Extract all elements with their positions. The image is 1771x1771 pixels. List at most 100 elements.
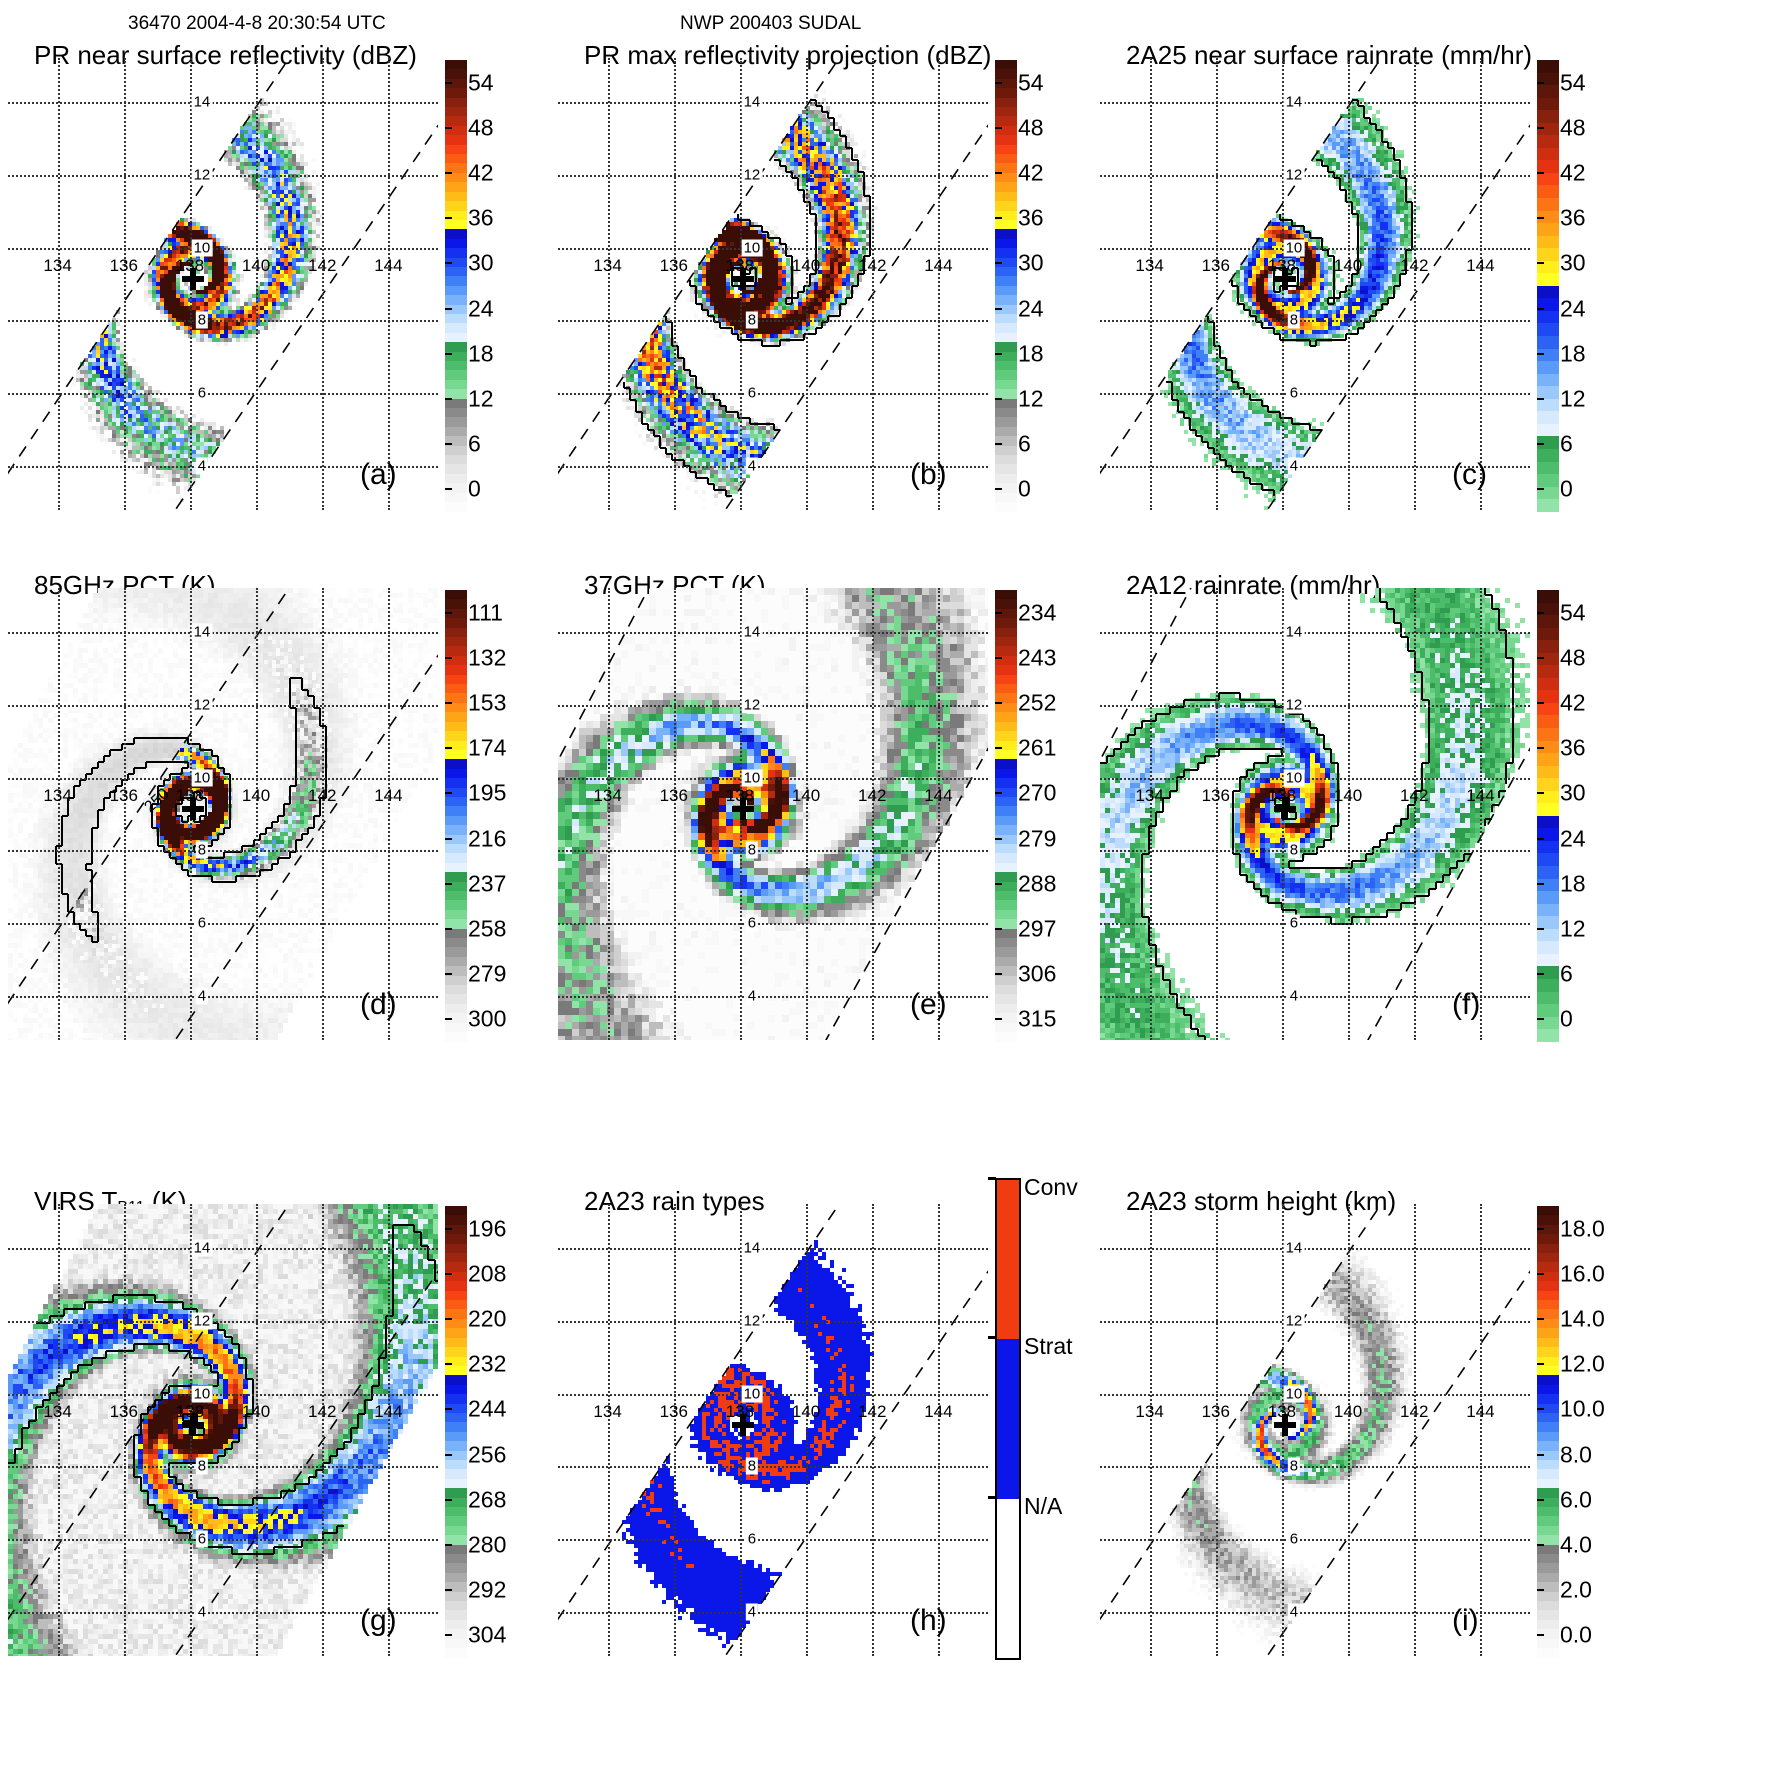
latitude-gridline	[8, 850, 438, 853]
panel-title-a: PR near surface reflectivity (dBZ)	[34, 40, 417, 71]
rain-type-legend-bar	[995, 1178, 1021, 1660]
longitude-tick-label: 138	[726, 1402, 754, 1422]
latitude-gridline	[1100, 320, 1530, 323]
panel-title-f: 2A12 rainrate (mm/hr)	[1126, 570, 1380, 601]
latitude-gridline	[1100, 631, 1530, 634]
colorbar-tick	[1537, 398, 1544, 400]
longitude-tick-label: 138	[726, 786, 754, 806]
latitude-tick-label: 8	[195, 841, 209, 859]
longitude-tick-label: 136	[660, 786, 688, 806]
longitude-tick-label: 142	[308, 1402, 336, 1422]
colorbar-tick	[995, 443, 1002, 446]
latitude-gridline	[558, 1539, 988, 1542]
longitude-gridline	[1149, 58, 1152, 510]
colorbar-a	[445, 60, 467, 512]
latitude-gridline	[558, 320, 988, 323]
latitude-tick-label: 4	[1287, 987, 1301, 1005]
colorbar-tick-label: 48	[1560, 114, 1586, 141]
colorbar-tick	[445, 126, 452, 129]
storm-center-marker	[182, 1413, 205, 1436]
latitude-gridline	[558, 174, 988, 177]
latitude-gridline	[8, 320, 438, 323]
longitude-gridline	[1414, 588, 1417, 1040]
longitude-gridline	[1414, 58, 1417, 510]
map-area-e: 4 6 8 10 12 14 134 136 138 140 142 144	[558, 588, 988, 1040]
latitude-tick-label: 6	[195, 384, 209, 402]
colorbar-tick	[445, 1363, 452, 1366]
colorbar-tick-label: 232	[468, 1351, 506, 1378]
colorbar-tick-label: 6	[1560, 961, 1573, 988]
colorbar-tick	[445, 217, 452, 220]
latitude-tick-label: 8	[745, 1457, 759, 1475]
colorbar-tick-label: 237	[468, 870, 506, 897]
colorbar-tick	[445, 1272, 452, 1275]
colorbar-tick	[1537, 656, 1544, 659]
panel-tag-e: (e)	[910, 988, 947, 1022]
longitude-tick-label: 140	[242, 1402, 270, 1422]
colorbar-tick	[1537, 488, 1544, 491]
longitude-gridline	[806, 588, 809, 1040]
map-area-f: 4 6 8 10 12 14 134 136 138 140 142 144	[1100, 588, 1530, 1040]
longitude-gridline	[256, 588, 259, 1040]
colorbar-tick-label: 24	[1560, 295, 1586, 322]
colorbar-tick	[995, 702, 1002, 704]
latitude-tick-label: 10	[741, 1385, 763, 1403]
swath-imagery-f	[1100, 588, 1530, 1040]
latitude-gridline	[1100, 1247, 1530, 1250]
latitude-tick-label: 10	[191, 1385, 213, 1403]
panel-tag-c: (c)	[1452, 458, 1487, 492]
colorbar-tick	[1537, 611, 1544, 614]
colorbar-tick-label: 48	[1560, 644, 1586, 671]
colorbar-tick-label: 261	[1018, 735, 1056, 762]
longitude-tick-label: 134	[43, 256, 71, 276]
latitude-gridline	[8, 466, 438, 469]
latitude-gridline	[1100, 174, 1530, 177]
latitude-gridline	[8, 777, 438, 780]
rain-type-legend-label: Strat	[1024, 1333, 1073, 1360]
colorbar-tick-label: 12	[1560, 386, 1586, 413]
colorbar-tick-label: 10.0	[1560, 1396, 1605, 1423]
panel-tag-b: (b)	[910, 458, 947, 492]
colorbar-tick	[1537, 1318, 1544, 1320]
storm-center-marker	[732, 797, 755, 820]
panel-tag-i: (i)	[1452, 1604, 1479, 1638]
colorbar-g	[445, 1206, 467, 1658]
latitude-gridline	[558, 923, 988, 926]
map-area-g: 4 6 8 10 12 14 134 136 138 140 142 144	[8, 1204, 438, 1656]
storm-center-marker	[182, 267, 205, 290]
colorbar-tick	[1537, 837, 1544, 840]
colorbar-tick-label: 18	[1560, 340, 1586, 367]
longitude-tick-label: 138	[1268, 786, 1296, 806]
colorbar-tick	[445, 1227, 452, 1230]
colorbar-tick-label: 244	[468, 1396, 506, 1423]
latitude-gridline	[558, 777, 988, 780]
colorbar-tick	[445, 1018, 452, 1021]
latitude-tick-label: 4	[1287, 457, 1301, 475]
latitude-gridline	[8, 631, 438, 634]
colorbar-tick	[445, 656, 452, 659]
colorbar-tick-label: 30	[468, 250, 494, 277]
longitude-tick-label: 136	[660, 256, 688, 276]
latitude-tick-label: 12	[1283, 1312, 1305, 1330]
latitude-tick-label: 12	[191, 166, 213, 184]
colorbar-tick-label: 220	[468, 1306, 506, 1333]
latitude-gridline	[1100, 1466, 1530, 1469]
latitude-tick-label: 14	[191, 623, 213, 641]
colorbar-tick	[995, 928, 1002, 930]
longitude-gridline	[872, 1204, 875, 1656]
colorbar-tick-label: 54	[468, 69, 494, 96]
colorbar-tick-label: 280	[468, 1532, 506, 1559]
rain-type-legend-label: N/A	[1024, 1493, 1062, 1520]
longitude-tick-label: 136	[110, 256, 138, 276]
colorbar-tick	[445, 262, 452, 265]
map-area-b: 4 6 8 10 12 14 134 136 138 140 142 144	[558, 58, 988, 510]
colorbar-tick	[995, 656, 1002, 659]
latitude-gridline	[8, 1539, 438, 1542]
longitude-gridline	[1215, 58, 1218, 510]
figure-suptitle-left: 36470 2004-4-8 20:30:54 UTC	[128, 13, 386, 35]
colorbar-tick-label: 195	[468, 780, 506, 807]
map-area-i: 4 6 8 10 12 14 134 136 138 140 142 144	[1100, 1204, 1530, 1656]
latitude-gridline	[558, 1466, 988, 1469]
latitude-gridline	[8, 1612, 438, 1615]
latitude-tick-label: 12	[191, 696, 213, 714]
